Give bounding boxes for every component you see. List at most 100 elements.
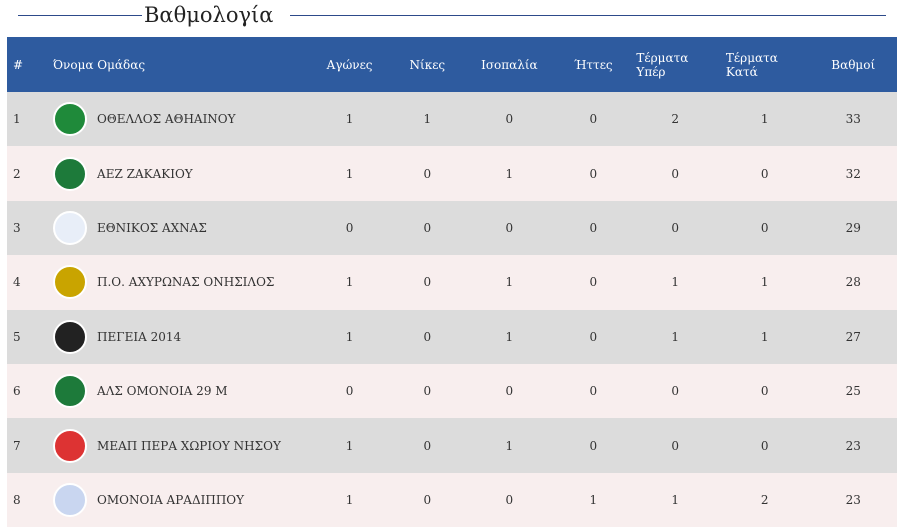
stat: 28 bbox=[845, 275, 861, 290]
title-row: Βαθμολογία bbox=[18, 2, 886, 28]
team-name: Π.Ο. ΑΧΥΡΩΝΑΣ ΟΝΗΣΙΛΟΣ bbox=[97, 275, 275, 290]
team-cell: ΜΕΑΠ ΠΕΡΑ ΧΩΡΙΟΥ ΝΗΣΟΥ bbox=[47, 418, 307, 472]
stat: 0 bbox=[589, 438, 598, 453]
team: ΜΕΑΠ ΠΕΡΑ ΧΩΡΙΟΥ ΝΗΣΟΥ bbox=[53, 428, 301, 463]
stat: 1 bbox=[671, 329, 679, 344]
rank: 2 bbox=[13, 166, 21, 181]
stat: 1 bbox=[671, 275, 679, 290]
stat: 0 bbox=[589, 384, 598, 399]
team: ΕΘΝΙΚΟΣ ΑΧΝΑΣ bbox=[53, 210, 301, 245]
team-logo bbox=[53, 265, 88, 300]
rank: 7 bbox=[13, 438, 21, 453]
stat: 1 bbox=[505, 329, 514, 344]
stat: 0 bbox=[423, 492, 432, 507]
stat: 0 bbox=[760, 438, 769, 453]
stat: 0 bbox=[423, 220, 432, 235]
stat: 1 bbox=[423, 112, 432, 127]
column-header: Τέρματα Υπέρ bbox=[636, 50, 689, 79]
stat: 1 bbox=[760, 275, 769, 290]
team-row: 5 ΠΕΓΕΙΑ 2014 1 0 1 0 1 1 27 bbox=[7, 309, 897, 364]
team-cell: ΠΕΓΕΙΑ 2014 bbox=[47, 310, 307, 364]
stat: 0 bbox=[589, 220, 598, 235]
standings-table: # Όνομα Ομάδας Αγώνες Νίκες Ισοπαλία Ήττες Τέρ… bbox=[7, 37, 897, 528]
team: ΑΛΣ ΟΜΟΝΟΙΑ 29 Μ bbox=[53, 374, 301, 409]
stat: 33 bbox=[845, 112, 861, 127]
team-row: 1 ΟΘΕΛΛΟΣ ΑΘΗΑΙΝΟΥ 1 1 0 0 2 1 33 bbox=[7, 92, 897, 147]
stat: 1 bbox=[760, 112, 769, 127]
stat: 1 bbox=[760, 329, 769, 344]
stat: 1 bbox=[345, 329, 354, 344]
stat: 0 bbox=[671, 438, 679, 453]
stat: 0 bbox=[345, 220, 354, 235]
column-header: Ισοπαλία bbox=[481, 57, 538, 72]
stat: 1 bbox=[345, 438, 354, 453]
stat: 0 bbox=[589, 329, 598, 344]
team-name: ΜΕΑΠ ΠΕΡΑ ΧΩΡΙΟΥ ΝΗΣΟΥ bbox=[97, 438, 281, 453]
stat: 0 bbox=[760, 220, 769, 235]
team-cell: ΟΘΕΛΛΟΣ ΑΘΗΑΙΝΟΥ bbox=[47, 92, 307, 146]
team-row: 8 ΟΜΟΝΟΙΑ ΑΡΑΔΙΠΠΟΥ 1 0 0 1 1 2 23 bbox=[7, 472, 897, 528]
stat: 29 bbox=[845, 220, 861, 235]
team-row: 2 ΑΕΖ ΖΑΚΑΚΙΟΥ 1 0 1 0 0 0 32 bbox=[7, 146, 897, 201]
stat: 0 bbox=[505, 220, 514, 235]
page-title: Βαθμολογία bbox=[144, 3, 274, 27]
stat: 0 bbox=[671, 384, 679, 399]
team: ΟΘΕΛΛΟΣ ΑΘΗΑΙΝΟΥ bbox=[53, 102, 301, 137]
column-header: Τέρματα Κατά bbox=[725, 50, 778, 79]
team-cell: Π.Ο. ΑΧΥΡΩΝΑΣ ΟΝΗΣΙΛΟΣ bbox=[47, 255, 307, 309]
stat: 32 bbox=[845, 166, 861, 181]
stat: 0 bbox=[671, 166, 679, 181]
title-rule bbox=[290, 15, 886, 16]
team-row: 6 ΑΛΣ ΟΜΟΝΟΙΑ 29 Μ 0 0 0 0 0 0 25 bbox=[7, 363, 897, 419]
stat: 0 bbox=[589, 112, 598, 127]
stat: 0 bbox=[760, 166, 769, 181]
stat: 1 bbox=[345, 492, 354, 507]
team-logo bbox=[53, 210, 88, 245]
stat: 1 bbox=[589, 492, 598, 507]
column-header: Βαθμοί bbox=[831, 57, 876, 72]
stat: 2 bbox=[760, 492, 769, 507]
header-row: # Όνομα Ομάδας Αγώνες Νίκες Ισοπαλία Ήττες Τέρ… bbox=[7, 37, 897, 92]
column-header: Όνομα Ομάδας bbox=[53, 57, 146, 72]
team-row: 3 ΕΘΝΙΚΟΣ ΑΧΝΑΣ 0 0 0 0 0 0 29 bbox=[7, 200, 897, 256]
team-name: ΠΕΓΕΙΑ 2014 bbox=[97, 329, 182, 344]
stat: 0 bbox=[505, 384, 514, 399]
stat: 2 bbox=[671, 112, 679, 127]
team-row: 4 Π.Ο. ΑΧΥΡΩΝΑΣ ΟΝΗΣΙΛΟΣ 1 0 1 0 1 1 28 bbox=[7, 255, 897, 310]
title-rule bbox=[18, 15, 142, 16]
team-cell: ΟΜΟΝΟΙΑ ΑΡΑΔΙΠΠΟΥ bbox=[47, 473, 307, 527]
stat: 1 bbox=[345, 112, 354, 127]
stat: 0 bbox=[345, 384, 354, 399]
rank: 6 bbox=[13, 384, 21, 399]
stat: 0 bbox=[423, 275, 432, 290]
team-name: ΟΘΕΛΛΟΣ ΑΘΗΑΙΝΟΥ bbox=[97, 112, 236, 127]
rank: 8 bbox=[13, 492, 21, 507]
stat: 27 bbox=[845, 329, 861, 344]
stat: 23 bbox=[845, 438, 861, 453]
column-header: # bbox=[13, 57, 24, 72]
table-body: 1 ΟΘΕΛΛΟΣ ΑΘΗΑΙΝΟΥ 1 1 0 0 2 1 33 2 ΑΕΖ ΖΑΚΑΚΙΟΥ 1 0… bbox=[7, 92, 897, 528]
team-cell: ΑΕΖ ΖΑΚΑΚΙΟΥ bbox=[47, 146, 307, 200]
team: ΠΕΓΕΙΑ 2014 bbox=[53, 319, 301, 354]
team-cell: ΑΛΣ ΟΜΟΝΟΙΑ 29 Μ bbox=[47, 364, 307, 418]
stat: 0 bbox=[423, 329, 432, 344]
stat: 0 bbox=[423, 438, 432, 453]
stat: 1 bbox=[505, 275, 514, 290]
stat: 0 bbox=[671, 220, 679, 235]
team: ΟΜΟΝΟΙΑ ΑΡΑΔΙΠΠΟΥ bbox=[53, 482, 301, 517]
table-header: # Όνομα Ομάδας Αγώνες Νίκες Ισοπαλία Ήττες Τέρ… bbox=[7, 37, 897, 92]
team-logo bbox=[53, 102, 88, 137]
stat: 23 bbox=[845, 492, 861, 507]
team-logo bbox=[53, 428, 88, 463]
stat: 0 bbox=[505, 112, 514, 127]
team-name: ΕΘΝΙΚΟΣ ΑΧΝΑΣ bbox=[97, 220, 207, 235]
team: Π.Ο. ΑΧΥΡΩΝΑΣ ΟΝΗΣΙΛΟΣ bbox=[53, 265, 301, 300]
stat: 0 bbox=[505, 492, 514, 507]
stat: 1 bbox=[505, 438, 514, 453]
stat: 0 bbox=[589, 166, 598, 181]
stat: 1 bbox=[345, 166, 354, 181]
column-header: Ήττες bbox=[573, 57, 613, 72]
rank: 5 bbox=[13, 329, 21, 344]
team-logo bbox=[53, 482, 88, 517]
